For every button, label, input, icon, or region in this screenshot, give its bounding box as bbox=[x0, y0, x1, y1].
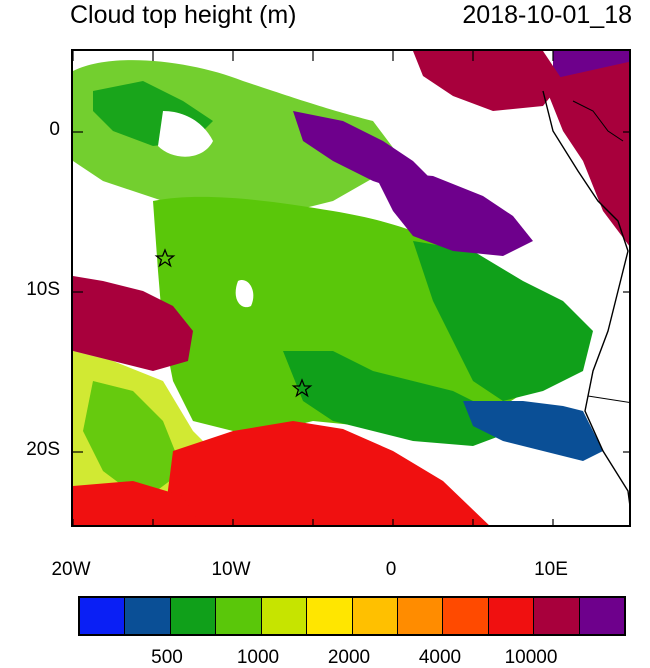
legend-swatch bbox=[443, 598, 489, 634]
station-star-marker bbox=[154, 248, 176, 268]
legend-label-2000: 2000 bbox=[327, 647, 371, 668]
legend-swatch bbox=[488, 598, 535, 634]
legend-label-10000: 10000 bbox=[504, 647, 558, 668]
legend-swatch bbox=[397, 598, 444, 634]
legend-swatch bbox=[170, 598, 217, 634]
legend-label-500: 500 bbox=[151, 647, 183, 668]
timestamp-label: 2018-10-01_18 bbox=[462, 1, 632, 29]
color-legend-bar bbox=[78, 596, 626, 636]
lat-label-0: 0 bbox=[49, 119, 60, 140]
lat-label-20s: 20S bbox=[26, 439, 60, 460]
lon-label-10e: 10E bbox=[534, 559, 568, 580]
legend-swatch bbox=[125, 598, 171, 634]
legend-swatch bbox=[307, 598, 353, 634]
legend-swatch bbox=[216, 598, 262, 634]
lat-label-10s: 10S bbox=[26, 279, 60, 300]
legend-swatch bbox=[261, 598, 308, 634]
lon-label-20w: 20W bbox=[51, 559, 91, 580]
legend-label-1000: 1000 bbox=[236, 647, 280, 668]
legend-swatch bbox=[534, 598, 580, 634]
lon-label-10w: 10W bbox=[211, 559, 251, 580]
legend-label-4000: 4000 bbox=[418, 647, 462, 668]
station-star-marker bbox=[291, 378, 313, 398]
lon-label-0: 0 bbox=[385, 559, 397, 580]
cloud-map-svg bbox=[73, 51, 629, 525]
legend-swatch bbox=[579, 598, 625, 634]
legend-swatch bbox=[352, 598, 398, 634]
legend-swatch bbox=[80, 598, 126, 634]
map-title: Cloud top height (m) bbox=[70, 1, 297, 29]
map-plot-area bbox=[71, 49, 631, 527]
